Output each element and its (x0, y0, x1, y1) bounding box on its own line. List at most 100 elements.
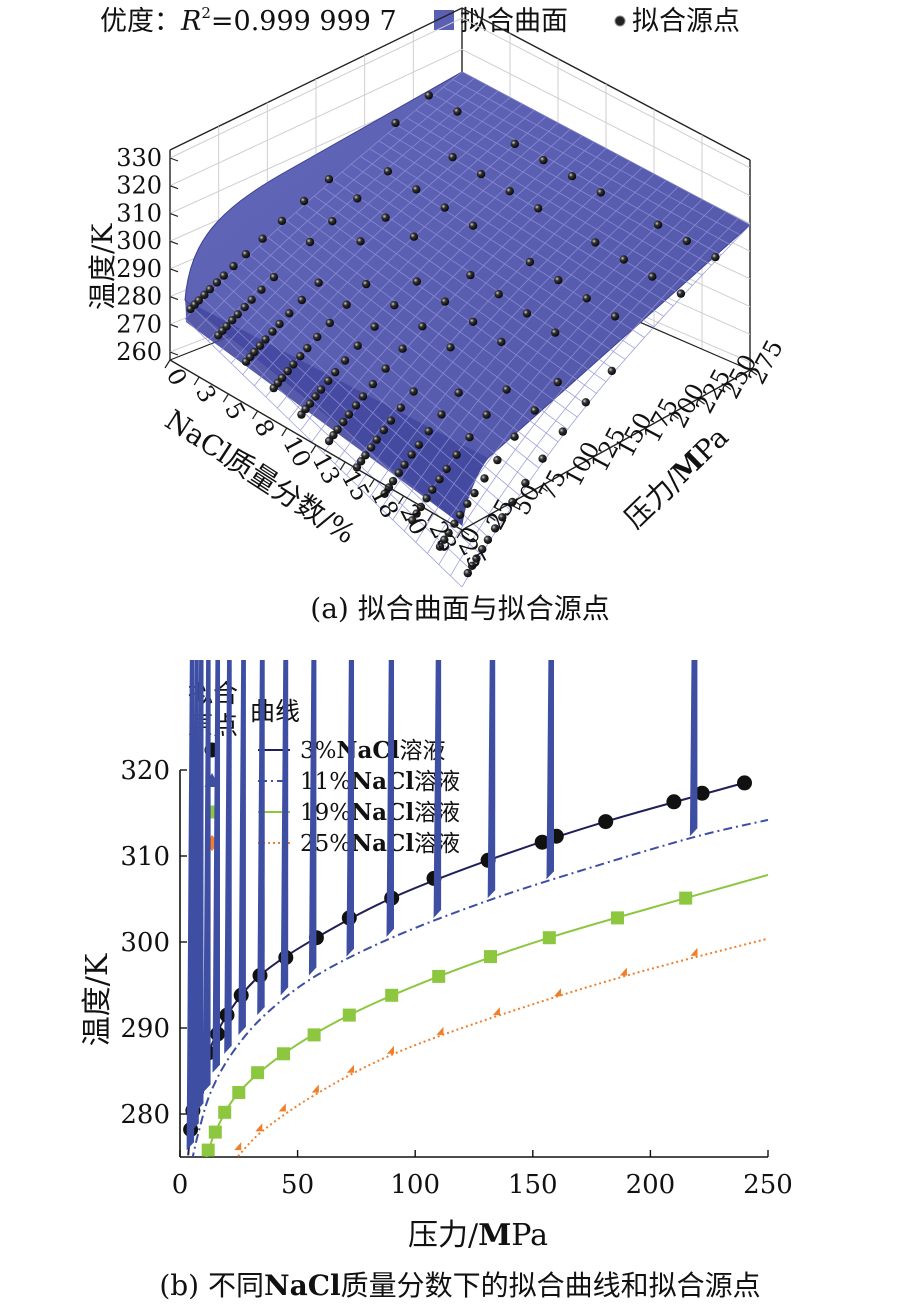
source-point (444, 528, 453, 537)
source-point (424, 91, 433, 100)
source-point (200, 290, 209, 299)
source-point (648, 272, 657, 281)
source-point (440, 297, 450, 306)
source-point (435, 542, 445, 551)
data-point (737, 775, 752, 791)
fit-curves (187, 781, 769, 1157)
surface-mesh-line (434, 94, 722, 256)
line-chart: 拟合 原点 曲线 3%NaCl溶液11%NaCl溶液19%NaCl溶液25%Na… (80, 660, 793, 1302)
source-point (711, 252, 720, 262)
source-point (351, 401, 361, 410)
data-point (689, 660, 698, 837)
source-point (296, 352, 305, 361)
source-point (467, 561, 477, 570)
source-point (442, 464, 451, 474)
x-tick-mark (339, 461, 346, 471)
source-point (553, 377, 562, 387)
source-point (305, 399, 315, 408)
surface-mesh-line (406, 117, 693, 286)
source-point (448, 152, 457, 162)
y-tick-mark (540, 485, 548, 492)
source-point (676, 289, 686, 298)
source-point (240, 302, 249, 312)
source-point (205, 285, 215, 294)
source-point (412, 509, 421, 518)
source-point (472, 554, 481, 563)
surface-mesh-line (360, 156, 645, 338)
data-point (201, 1143, 215, 1157)
source-point (383, 167, 393, 176)
data-point (280, 660, 289, 996)
legend-label: 3%NaCl溶液 (300, 737, 445, 764)
source-point (470, 488, 479, 498)
data-point (347, 1064, 355, 1073)
data-point (311, 1084, 319, 1093)
data-point (598, 814, 614, 830)
source-point (316, 385, 326, 394)
source-point (522, 309, 532, 318)
data-point (238, 660, 246, 1035)
source-point (390, 301, 399, 310)
source-point (353, 194, 362, 203)
y-tick-mark (618, 442, 627, 449)
source-point (610, 312, 620, 321)
source-point (424, 427, 433, 436)
source-point (539, 155, 548, 165)
data-point (257, 660, 265, 1016)
source-point (268, 327, 277, 336)
y-tick-mark (644, 427, 653, 434)
source-point (591, 238, 600, 247)
data-point (546, 660, 555, 880)
source-point (368, 379, 378, 389)
z-tick-mark (169, 351, 179, 356)
surface-mesh-line (221, 281, 501, 525)
y-tick-mark (487, 514, 496, 521)
source-point (219, 271, 228, 280)
source-point (250, 347, 259, 357)
data-point (251, 1066, 265, 1080)
source-point (380, 489, 389, 498)
data-point (694, 785, 710, 801)
x-axis-label: 压力/MPa (408, 1218, 548, 1253)
data-point (208, 1125, 222, 1139)
source-point (437, 410, 446, 419)
x-tick-mark (281, 427, 288, 437)
caption-b-bold: NaCl (264, 1269, 341, 1302)
data-point (554, 988, 562, 997)
source-point (398, 344, 407, 353)
source-point (261, 335, 270, 344)
z-tick-mark (169, 185, 179, 190)
y-tick-label: 290 (120, 1014, 170, 1044)
source-point (505, 187, 514, 196)
source-point (258, 234, 267, 243)
source-point (412, 185, 421, 194)
z-axis-label: 温度/K (86, 223, 119, 310)
source-point (468, 317, 478, 326)
z-tick-mark (169, 268, 179, 273)
svg-text:优度：R2=0.999 999 7: 优度：R2=0.999 999 7 (100, 4, 397, 37)
x-tick-mark (427, 512, 434, 522)
source-point (277, 373, 287, 383)
source-point (490, 524, 500, 533)
source-point (391, 118, 400, 128)
fit-curve (187, 781, 745, 1156)
surface-mesh-line (295, 212, 578, 418)
source-point (412, 277, 421, 286)
z-tick-mark (169, 212, 179, 217)
source-point (370, 322, 379, 331)
y-tick-mark (671, 413, 679, 420)
source-point (407, 450, 416, 459)
surface-mesh-line (230, 272, 511, 510)
source-point (409, 387, 418, 396)
source-point (482, 410, 491, 419)
source-point (314, 278, 323, 287)
data-point (386, 660, 395, 937)
x-tick-label: 150 (508, 1170, 558, 1200)
y-tick-label: 280 (120, 1100, 170, 1130)
fit-points (183, 660, 752, 1157)
x-axis-label-suffix: Pa (511, 1218, 548, 1253)
data-point (487, 660, 496, 899)
data-point (385, 988, 399, 1002)
source-point (331, 368, 340, 377)
